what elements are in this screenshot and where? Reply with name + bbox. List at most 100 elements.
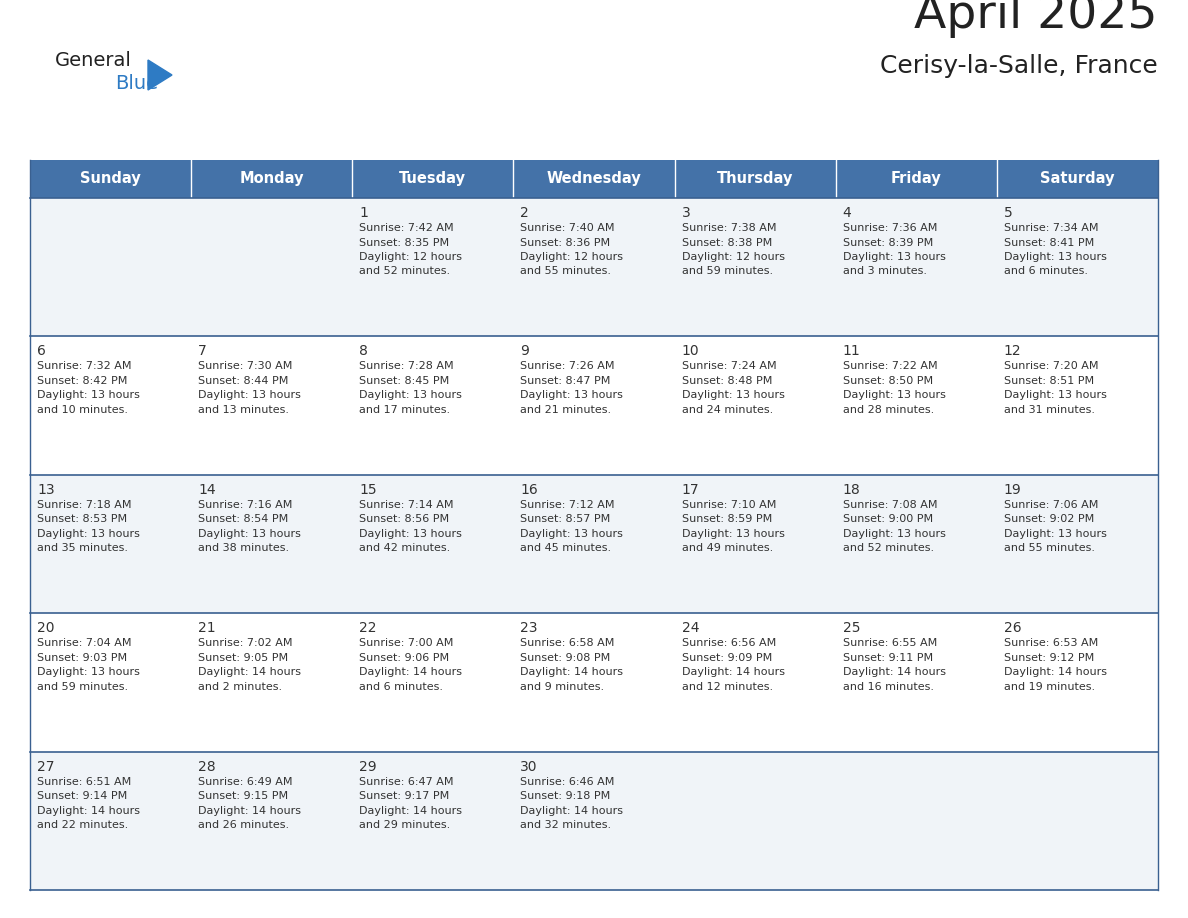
Text: Daylight: 13 hours: Daylight: 13 hours xyxy=(842,252,946,262)
Text: 3: 3 xyxy=(682,206,690,220)
Text: Sunrise: 7:06 AM: Sunrise: 7:06 AM xyxy=(1004,499,1098,509)
Text: 25: 25 xyxy=(842,621,860,635)
Text: 19: 19 xyxy=(1004,483,1022,497)
Text: and 49 minutes.: and 49 minutes. xyxy=(682,543,773,554)
Text: Sunset: 8:36 PM: Sunset: 8:36 PM xyxy=(520,238,611,248)
Text: Daylight: 13 hours: Daylight: 13 hours xyxy=(842,529,946,539)
Text: Daylight: 13 hours: Daylight: 13 hours xyxy=(1004,252,1107,262)
Bar xyxy=(835,160,997,198)
Text: Sunset: 8:57 PM: Sunset: 8:57 PM xyxy=(520,514,611,524)
Text: Daylight: 13 hours: Daylight: 13 hours xyxy=(520,529,624,539)
Text: Sunset: 9:11 PM: Sunset: 9:11 PM xyxy=(842,653,933,663)
Text: 1: 1 xyxy=(359,206,368,220)
Text: Sunrise: 6:47 AM: Sunrise: 6:47 AM xyxy=(359,777,454,787)
Text: Sunrise: 6:55 AM: Sunrise: 6:55 AM xyxy=(842,638,937,648)
Text: and 35 minutes.: and 35 minutes. xyxy=(37,543,128,554)
Text: and 55 minutes.: and 55 minutes. xyxy=(1004,543,1095,554)
Text: and 2 minutes.: and 2 minutes. xyxy=(198,682,283,691)
Text: and 9 minutes.: and 9 minutes. xyxy=(520,682,605,691)
Text: and 52 minutes.: and 52 minutes. xyxy=(359,266,450,276)
Text: Daylight: 13 hours: Daylight: 13 hours xyxy=(198,390,301,400)
Text: Sunset: 8:45 PM: Sunset: 8:45 PM xyxy=(359,375,449,386)
Text: 14: 14 xyxy=(198,483,216,497)
Bar xyxy=(30,475,1158,613)
Text: Sunrise: 7:02 AM: Sunrise: 7:02 AM xyxy=(198,638,292,648)
Text: and 42 minutes.: and 42 minutes. xyxy=(359,543,450,554)
Text: and 21 minutes.: and 21 minutes. xyxy=(520,405,612,415)
Text: Sunset: 8:38 PM: Sunset: 8:38 PM xyxy=(682,238,772,248)
Text: 26: 26 xyxy=(1004,621,1022,635)
Text: Sunrise: 7:16 AM: Sunrise: 7:16 AM xyxy=(198,499,292,509)
Text: Daylight: 14 hours: Daylight: 14 hours xyxy=(359,667,462,677)
Text: General: General xyxy=(55,51,132,70)
Text: Daylight: 13 hours: Daylight: 13 hours xyxy=(520,390,624,400)
Text: Daylight: 14 hours: Daylight: 14 hours xyxy=(198,806,301,815)
Text: Daylight: 13 hours: Daylight: 13 hours xyxy=(37,529,140,539)
Text: Daylight: 13 hours: Daylight: 13 hours xyxy=(842,390,946,400)
Text: Daylight: 13 hours: Daylight: 13 hours xyxy=(682,390,784,400)
Text: Sunset: 8:53 PM: Sunset: 8:53 PM xyxy=(37,514,127,524)
Text: and 45 minutes.: and 45 minutes. xyxy=(520,543,612,554)
Text: Sunrise: 7:14 AM: Sunrise: 7:14 AM xyxy=(359,499,454,509)
Text: Daylight: 13 hours: Daylight: 13 hours xyxy=(359,390,462,400)
Text: Daylight: 14 hours: Daylight: 14 hours xyxy=(37,806,140,815)
Text: 13: 13 xyxy=(37,483,55,497)
Polygon shape xyxy=(148,60,172,90)
Text: Daylight: 13 hours: Daylight: 13 hours xyxy=(682,529,784,539)
Text: Sunrise: 7:40 AM: Sunrise: 7:40 AM xyxy=(520,223,615,233)
Text: 4: 4 xyxy=(842,206,852,220)
Text: Sunrise: 7:10 AM: Sunrise: 7:10 AM xyxy=(682,499,776,509)
Text: 20: 20 xyxy=(37,621,55,635)
Text: Sunset: 8:48 PM: Sunset: 8:48 PM xyxy=(682,375,772,386)
Text: and 29 minutes.: and 29 minutes. xyxy=(359,820,450,830)
Text: 5: 5 xyxy=(1004,206,1012,220)
Text: and 10 minutes.: and 10 minutes. xyxy=(37,405,128,415)
Text: 29: 29 xyxy=(359,759,377,774)
Text: Cerisy-la-Salle, France: Cerisy-la-Salle, France xyxy=(880,54,1158,78)
Text: 27: 27 xyxy=(37,759,55,774)
Text: 18: 18 xyxy=(842,483,860,497)
Text: 28: 28 xyxy=(198,759,216,774)
Text: and 6 minutes.: and 6 minutes. xyxy=(359,682,443,691)
Text: Sunrise: 7:08 AM: Sunrise: 7:08 AM xyxy=(842,499,937,509)
Text: and 59 minutes.: and 59 minutes. xyxy=(682,266,772,276)
Text: Wednesday: Wednesday xyxy=(546,172,642,186)
Text: and 32 minutes.: and 32 minutes. xyxy=(520,820,612,830)
Text: Thursday: Thursday xyxy=(716,172,794,186)
Text: Sunset: 9:12 PM: Sunset: 9:12 PM xyxy=(1004,653,1094,663)
Text: Sunrise: 6:56 AM: Sunrise: 6:56 AM xyxy=(682,638,776,648)
Text: Daylight: 14 hours: Daylight: 14 hours xyxy=(520,667,624,677)
Text: 8: 8 xyxy=(359,344,368,358)
Text: Sunrise: 7:28 AM: Sunrise: 7:28 AM xyxy=(359,362,454,372)
Text: Daylight: 12 hours: Daylight: 12 hours xyxy=(520,252,624,262)
Text: Daylight: 14 hours: Daylight: 14 hours xyxy=(682,667,784,677)
Text: and 13 minutes.: and 13 minutes. xyxy=(198,405,289,415)
Text: Daylight: 14 hours: Daylight: 14 hours xyxy=(520,806,624,815)
Text: and 19 minutes.: and 19 minutes. xyxy=(1004,682,1095,691)
Text: Sunrise: 7:30 AM: Sunrise: 7:30 AM xyxy=(198,362,292,372)
Text: Sunset: 9:18 PM: Sunset: 9:18 PM xyxy=(520,791,611,801)
Text: 12: 12 xyxy=(1004,344,1022,358)
Text: and 55 minutes.: and 55 minutes. xyxy=(520,266,612,276)
Text: Daylight: 13 hours: Daylight: 13 hours xyxy=(198,529,301,539)
Text: Sunset: 9:06 PM: Sunset: 9:06 PM xyxy=(359,653,449,663)
Text: Sunset: 9:17 PM: Sunset: 9:17 PM xyxy=(359,791,449,801)
Text: and 22 minutes.: and 22 minutes. xyxy=(37,820,128,830)
Text: Sunset: 8:39 PM: Sunset: 8:39 PM xyxy=(842,238,933,248)
Text: Sunset: 8:42 PM: Sunset: 8:42 PM xyxy=(37,375,127,386)
Text: Daylight: 13 hours: Daylight: 13 hours xyxy=(1004,390,1107,400)
Text: Sunset: 9:15 PM: Sunset: 9:15 PM xyxy=(198,791,289,801)
Text: 23: 23 xyxy=(520,621,538,635)
Text: and 52 minutes.: and 52 minutes. xyxy=(842,543,934,554)
Text: Sunrise: 6:46 AM: Sunrise: 6:46 AM xyxy=(520,777,615,787)
Text: Sunset: 8:47 PM: Sunset: 8:47 PM xyxy=(520,375,611,386)
Text: and 6 minutes.: and 6 minutes. xyxy=(1004,266,1088,276)
Text: 24: 24 xyxy=(682,621,699,635)
Text: 17: 17 xyxy=(682,483,700,497)
Bar xyxy=(675,160,835,198)
Text: Sunset: 8:41 PM: Sunset: 8:41 PM xyxy=(1004,238,1094,248)
Text: Daylight: 13 hours: Daylight: 13 hours xyxy=(37,390,140,400)
Text: 15: 15 xyxy=(359,483,377,497)
Text: Daylight: 14 hours: Daylight: 14 hours xyxy=(1004,667,1107,677)
Text: 11: 11 xyxy=(842,344,860,358)
